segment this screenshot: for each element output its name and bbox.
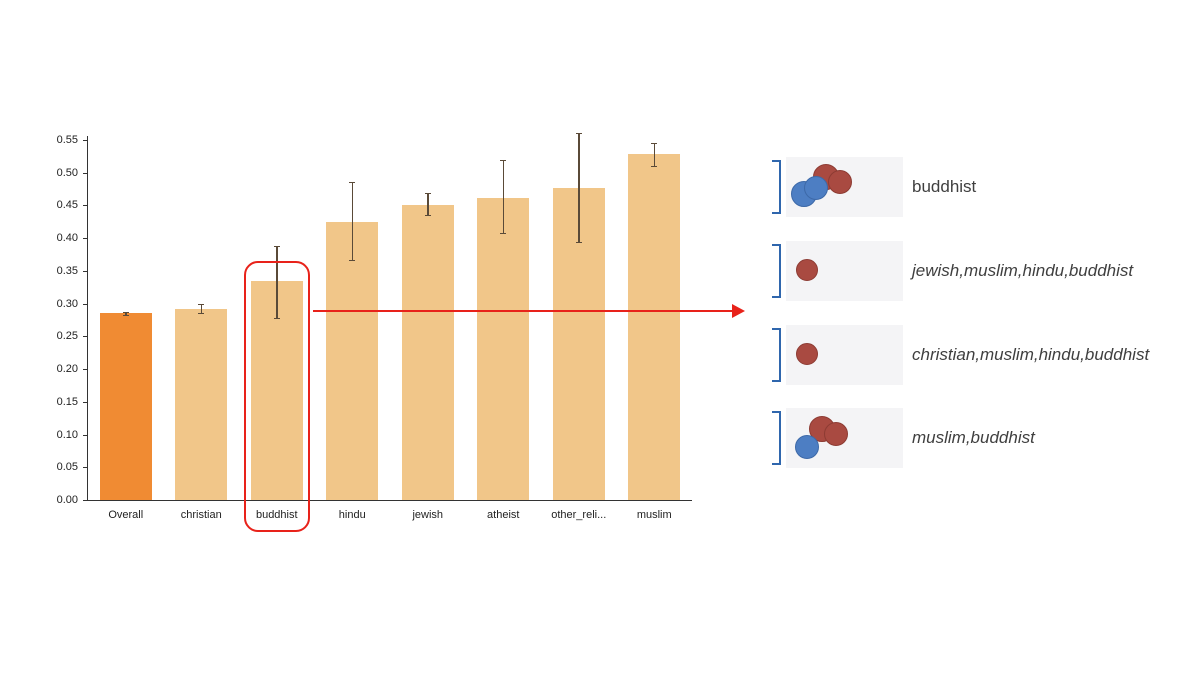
y-tick-mark bbox=[83, 369, 88, 371]
cluster-thumbnail-jewish-muslim-hindu-buddhist[interactable] bbox=[786, 241, 903, 301]
red-cluster-dot bbox=[828, 170, 852, 194]
cluster-thumbnail-muslim-buddhist[interactable] bbox=[786, 408, 903, 468]
annotation-arrow-head bbox=[732, 304, 745, 318]
error-cap-bottom bbox=[500, 232, 507, 234]
y-tick-mark bbox=[83, 401, 88, 403]
error-cap-top bbox=[273, 246, 280, 248]
error-cap-top bbox=[651, 143, 658, 145]
bar-overall[interactable] bbox=[99, 313, 152, 500]
bar-jewish[interactable] bbox=[401, 204, 454, 500]
y-tick-label: 0.50 bbox=[56, 166, 78, 179]
y-tick-mark bbox=[83, 205, 88, 207]
red-cluster-dot bbox=[824, 422, 848, 446]
y-tick-label: 0.15 bbox=[56, 395, 78, 408]
y-tick-label: 0.45 bbox=[56, 199, 78, 212]
y-axis-line bbox=[87, 136, 88, 500]
cluster-bracket bbox=[772, 328, 781, 382]
x-tick-label: hindu bbox=[338, 509, 366, 521]
cluster-bracket bbox=[772, 411, 781, 465]
y-tick-label: 0.20 bbox=[56, 363, 78, 376]
error-cap-top bbox=[500, 160, 507, 162]
error-cap-bottom bbox=[273, 318, 280, 320]
cluster-thumbnail-buddhist[interactable] bbox=[786, 157, 903, 217]
y-tick-mark bbox=[83, 303, 88, 305]
error-cap-bottom bbox=[651, 165, 658, 167]
y-tick-mark bbox=[83, 140, 88, 141]
red-cluster-dot bbox=[796, 259, 818, 281]
y-tick-label: 0.55 bbox=[56, 134, 78, 146]
x-tick-label: atheist bbox=[487, 509, 520, 521]
y-tick-label: 0.35 bbox=[56, 264, 78, 277]
error-cap-top bbox=[575, 132, 582, 134]
x-tick-label: christian bbox=[180, 509, 222, 521]
y-tick-mark bbox=[83, 500, 88, 501]
error-bar bbox=[200, 303, 202, 313]
error-bar bbox=[125, 312, 127, 315]
bar-atheist[interactable] bbox=[477, 197, 530, 500]
error-cap-top bbox=[349, 181, 356, 183]
cluster-annotation-panel: buddhist jewish,muslim,hindu,buddhist chri… bbox=[760, 130, 1200, 490]
error-cap-bottom bbox=[198, 312, 205, 314]
bar-christian[interactable] bbox=[175, 308, 228, 500]
y-tick-mark bbox=[83, 336, 88, 338]
error-cap-bottom bbox=[349, 260, 356, 262]
cluster-bracket bbox=[772, 160, 781, 214]
y-tick-mark bbox=[83, 467, 88, 469]
y-tick-mark bbox=[83, 238, 88, 240]
y-tick-label: 0.05 bbox=[56, 461, 78, 474]
error-bar bbox=[653, 143, 655, 166]
cluster-label: buddhist bbox=[912, 177, 977, 196]
x-tick-label: buddhist bbox=[255, 509, 298, 521]
y-tick-mark bbox=[83, 434, 88, 436]
bar-chart: 0.00 0.05 0.10 0.15 0.20 0.25 0.30 0.35 0.40 0.45… bbox=[56, 132, 692, 532]
x-tick-label: muslim bbox=[636, 509, 672, 521]
red-cluster-dot bbox=[796, 343, 818, 365]
cluster-bracket bbox=[772, 244, 781, 298]
y-tick-label: 0.00 bbox=[56, 494, 78, 506]
bar-muslim[interactable] bbox=[628, 154, 681, 500]
y-tick-label: 0.10 bbox=[56, 428, 78, 441]
error-bar bbox=[427, 193, 429, 215]
cluster-label: jewish,muslim,hindu,buddhist bbox=[912, 261, 1134, 280]
error-bar bbox=[351, 181, 353, 261]
error-cap-top bbox=[424, 193, 431, 195]
y-tick-label: 0.25 bbox=[56, 330, 78, 343]
error-bar bbox=[578, 132, 580, 243]
x-tick-label: jewish bbox=[412, 509, 444, 521]
bar-hindu[interactable] bbox=[326, 221, 379, 500]
y-tick-label: 0.30 bbox=[56, 297, 78, 310]
x-tick-label: Overall bbox=[108, 509, 144, 521]
y-tick-mark bbox=[83, 270, 88, 272]
cluster-label: christian,muslim,hindu,buddhist bbox=[912, 345, 1150, 364]
cluster-thumbnail-christian-muslim-hindu-buddhist[interactable] bbox=[786, 325, 903, 385]
x-tick-label: other_reli... bbox=[551, 509, 607, 521]
highlight-box bbox=[243, 261, 310, 532]
blue-cluster-dot bbox=[804, 176, 828, 200]
error-bar bbox=[502, 160, 504, 233]
error-bar bbox=[276, 246, 278, 319]
cluster-label: muslim,buddhist bbox=[912, 428, 1035, 447]
error-cap-bottom bbox=[122, 314, 129, 316]
error-cap-top bbox=[198, 303, 205, 305]
x-axis-line bbox=[87, 500, 692, 501]
annotation-arrow-line bbox=[312, 309, 735, 313]
y-tick-mark bbox=[83, 172, 88, 174]
error-cap-bottom bbox=[575, 242, 582, 244]
error-cap-top bbox=[122, 312, 129, 314]
blue-cluster-dot bbox=[795, 435, 819, 459]
y-tick-label: 0.40 bbox=[56, 232, 78, 245]
error-cap-bottom bbox=[424, 214, 431, 216]
